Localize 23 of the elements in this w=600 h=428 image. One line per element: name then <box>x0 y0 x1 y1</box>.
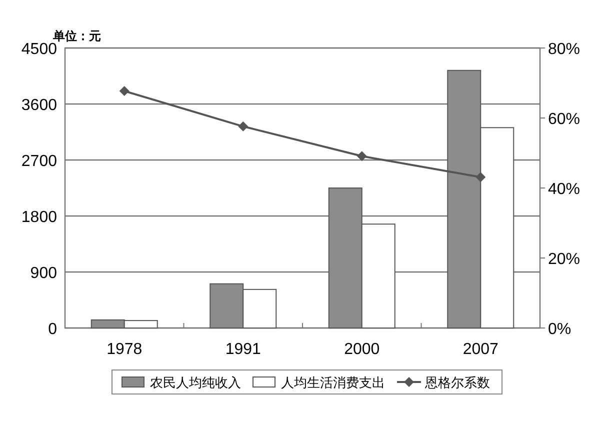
y-tick-label: 3600 <box>21 97 58 114</box>
y2-tick-label: 20% <box>548 251 580 268</box>
legend-label: 人均生活消费支出 <box>281 375 385 390</box>
x-tick-label: 1991 <box>225 341 262 358</box>
point <box>238 121 248 132</box>
y2-tick-label: 0% <box>548 321 572 338</box>
point <box>119 86 130 96</box>
x-tick-label: 2007 <box>462 341 499 358</box>
x-tick-label: 2000 <box>344 341 380 358</box>
y-tick-label: 4500 <box>21 41 58 58</box>
y2-tick-label: 40% <box>548 181 580 198</box>
y-tick-label: 900 <box>30 265 58 282</box>
legend-label: 恩格尔系数 <box>424 375 490 390</box>
y2-tick-label: 60% <box>548 111 580 128</box>
y2-tick-label: 80% <box>548 41 580 58</box>
y-tick-label: 2700 <box>21 153 58 170</box>
point <box>476 172 486 182</box>
legend-label: 农民人均纯收入 <box>150 375 241 390</box>
point <box>356 151 367 162</box>
text: 单位：元 <box>52 29 101 43</box>
y-tick-label: 0 <box>48 321 58 338</box>
x-tick-label: 1978 <box>106 341 142 358</box>
y-tick-label: 1800 <box>21 209 58 226</box>
